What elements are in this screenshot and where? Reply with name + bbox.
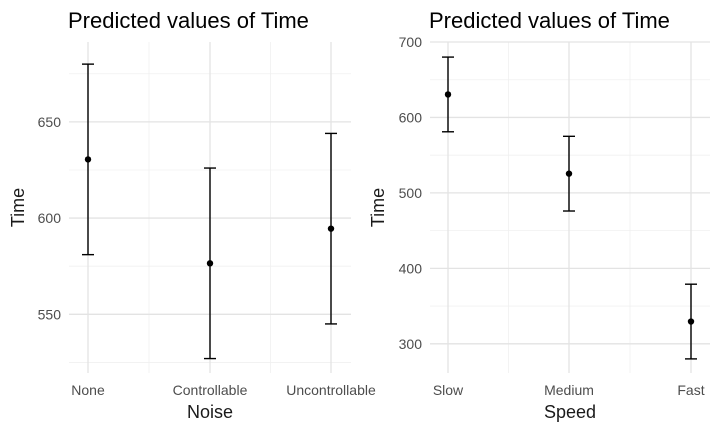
panel1-title: Predicted values of Time <box>68 8 309 33</box>
panel2-ytick-label: 700 <box>399 34 423 50</box>
panel2-xtick-label: Fast <box>677 382 704 398</box>
panel2-ytick-label: 600 <box>399 109 423 125</box>
panel1-point-0 <box>84 156 92 163</box>
panel2-point-2 <box>687 318 695 325</box>
panel1-point-2 <box>327 225 335 232</box>
panel2-point-0 <box>444 91 452 98</box>
panel1-ytick-label: 650 <box>38 114 62 130</box>
panel2-xtick-label: Slow <box>433 382 464 398</box>
panel1-xtick-label: Uncontrollable <box>286 382 376 398</box>
panel2-ytick-label: 500 <box>399 185 423 201</box>
panel1-ylabel: Time <box>8 188 28 227</box>
panel2-title: Predicted values of Time <box>429 8 670 33</box>
panel1-point-1 <box>206 260 214 267</box>
panel2-xlabel: Speed <box>544 402 596 422</box>
panel1-xtick-label: None <box>71 382 105 398</box>
panel1-ytick-label: 550 <box>38 306 62 322</box>
panel1-xlabel: Noise <box>187 402 233 422</box>
panel2-ytick-label: 400 <box>399 260 423 276</box>
panel2-ytick-label: 300 <box>399 336 423 352</box>
panel2-ylabel: Time <box>368 188 388 227</box>
panel2-xtick-label: Medium <box>544 382 594 398</box>
panel1-ytick-label: 600 <box>38 210 62 226</box>
panel1-xtick-label: Controllable <box>173 382 248 398</box>
panel2-point-1 <box>565 170 573 177</box>
